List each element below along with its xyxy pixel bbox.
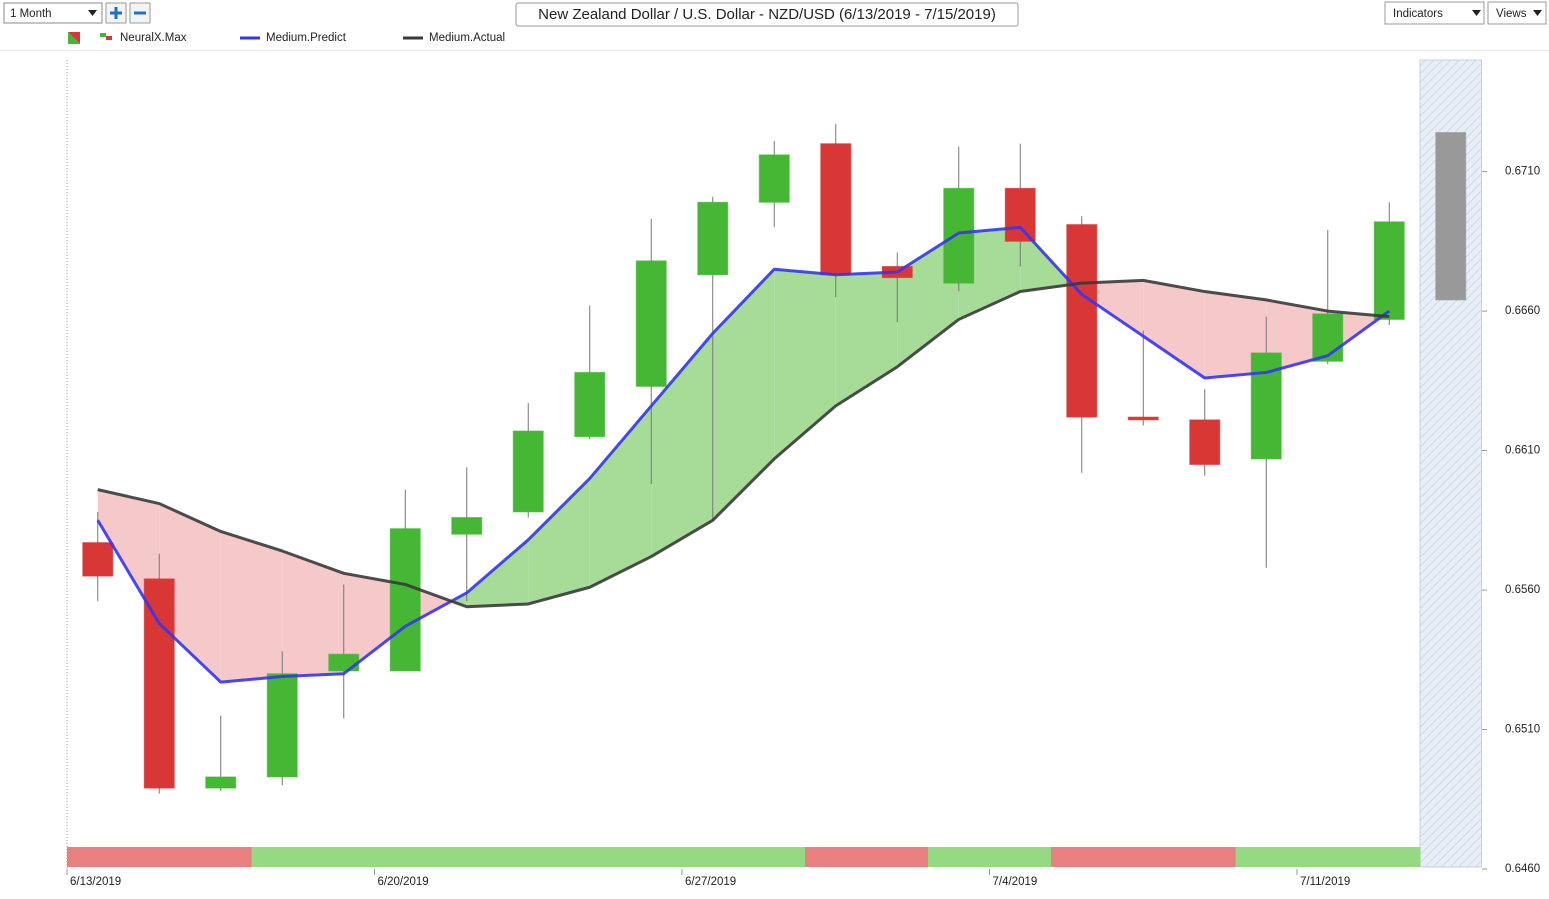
candle-body [143,578,175,789]
y-tick-label: 0.6560 [1505,584,1540,596]
signal-band [313,847,375,867]
plus-icon [110,7,122,19]
y-tick-label: 0.6660 [1505,305,1540,317]
signal-band [497,847,560,867]
x-tick-label: 7/11/2019 [1300,876,1350,888]
signal-band [67,847,129,867]
views-label: Views [1496,8,1527,20]
period-dropdown[interactable] [3,2,103,24]
signal-band [1235,847,1298,867]
x-tick-label: 7/4/2019 [993,876,1038,888]
y-tick-label: 0.6460 [1505,863,1540,875]
signal-band [866,847,929,867]
area-fill [1143,280,1205,379]
signal-band [128,847,191,867]
y-tick-label: 0.6510 [1505,724,1540,736]
signal-band [989,847,1052,867]
candle-body [574,371,606,438]
legend: NeuralX.Max Medium.Predict Medium.Actual [100,32,505,44]
candle-body [1189,419,1221,465]
forecast-candle-body [1435,132,1467,301]
area-fill [712,269,775,521]
period-label: 1 Month [10,8,52,20]
indicators-label: Indicators [1393,8,1443,20]
candle-body [389,528,421,672]
dropdown-arrow [1472,10,1481,16]
series-line [96,225,1391,684]
dropdown-arrow [1533,10,1542,16]
signal-band [436,847,498,867]
candle-body [635,260,667,387]
legend-label: Medium.Actual [429,32,505,44]
signal-band [1112,847,1175,867]
candle-body [1066,224,1098,418]
candle-body [205,776,237,789]
area-fill [589,405,652,588]
area-fill [835,272,898,406]
chart-title: New Zealand Dollar / U.S. Dollar - NZD/U… [538,6,996,23]
plot-area: 0.6460 0.6510 0.6560 0.6610 0.6660 0.6710 6/13… [66,59,1540,888]
signal-band [1174,847,1236,867]
area-fill [774,269,836,459]
views-dropdown[interactable] [1487,1,1547,25]
area-fill [466,539,529,607]
y-tick-label: 0.6710 [1505,166,1540,178]
candle-body [512,430,544,513]
legend-icon [68,32,80,44]
candle-body [758,154,790,203]
x-tick-label: 6/13/2019 [70,876,121,888]
signal-band [251,847,314,867]
area-fill [282,550,344,677]
x-tick-label: 6/27/2019 [685,876,736,888]
candle-body [1312,313,1344,362]
signal-band [559,847,621,867]
legend-label: Medium.Predict [266,32,347,44]
signal-band [1358,847,1421,867]
candle-body [820,143,852,276]
signal-band [743,847,806,867]
legend-icon [106,36,112,40]
candle-body [451,517,483,535]
area-fill [528,478,590,604]
signal-band [1297,847,1359,867]
series-line [97,278,1390,609]
candle-body [1004,187,1036,242]
legend-icon [100,33,106,37]
candle-body [943,187,975,284]
candle-body [266,673,298,778]
candle-body [82,542,114,577]
signal-band [682,847,744,867]
area-fill [220,531,283,683]
candle-body [1127,416,1159,421]
y-tick-label: 0.6610 [1505,445,1540,457]
signal-band [1051,847,1113,867]
signal-band [805,847,867,867]
x-tick-label: 6/20/2019 [378,876,429,888]
dropdown-arrow [88,10,97,16]
title-box [515,2,1019,27]
indicators-dropdown[interactable] [1384,1,1485,25]
separator [0,50,1549,51]
signal-band [928,847,990,867]
legend-label: NeuralX.Max [120,32,187,44]
signal-band [374,847,437,867]
candle-body [697,201,729,276]
signal-band [190,847,252,867]
candle-body [328,653,360,672]
signal-band [620,847,683,867]
candle-body [1373,221,1405,320]
